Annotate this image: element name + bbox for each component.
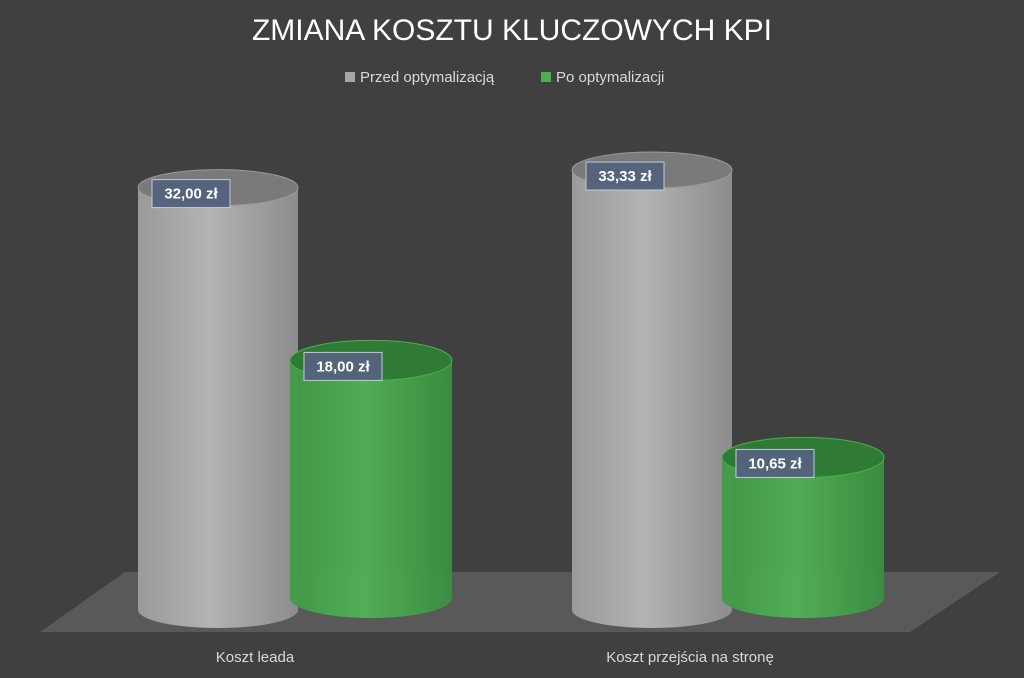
- bar: [722, 457, 884, 618]
- value-label-box: [151, 179, 231, 209]
- x-tick-label: Koszt przejścia na stronę: [606, 649, 774, 666]
- value-label-box: [735, 448, 815, 478]
- legend-label: Przed optymalizacją: [360, 69, 495, 86]
- bar: [138, 187, 298, 628]
- legend-label: Po optymalizacji: [556, 69, 664, 86]
- value-label-box: [303, 351, 383, 381]
- value-label: 10,65 zł: [748, 455, 802, 472]
- value-label-box: [585, 161, 665, 191]
- value-label: 18,00 zł: [316, 358, 370, 375]
- bar: [290, 360, 452, 618]
- value-label: 32,00 zł: [164, 186, 218, 203]
- bar: [572, 170, 732, 628]
- legend-swatch: [541, 72, 551, 82]
- chart-title: ZMIANA KOSZTU KLUCZOWYCH KPI: [252, 14, 772, 47]
- legend-swatch: [345, 72, 355, 82]
- value-label: 33,33 zł: [598, 168, 652, 185]
- x-tick-label: Koszt leada: [216, 649, 295, 666]
